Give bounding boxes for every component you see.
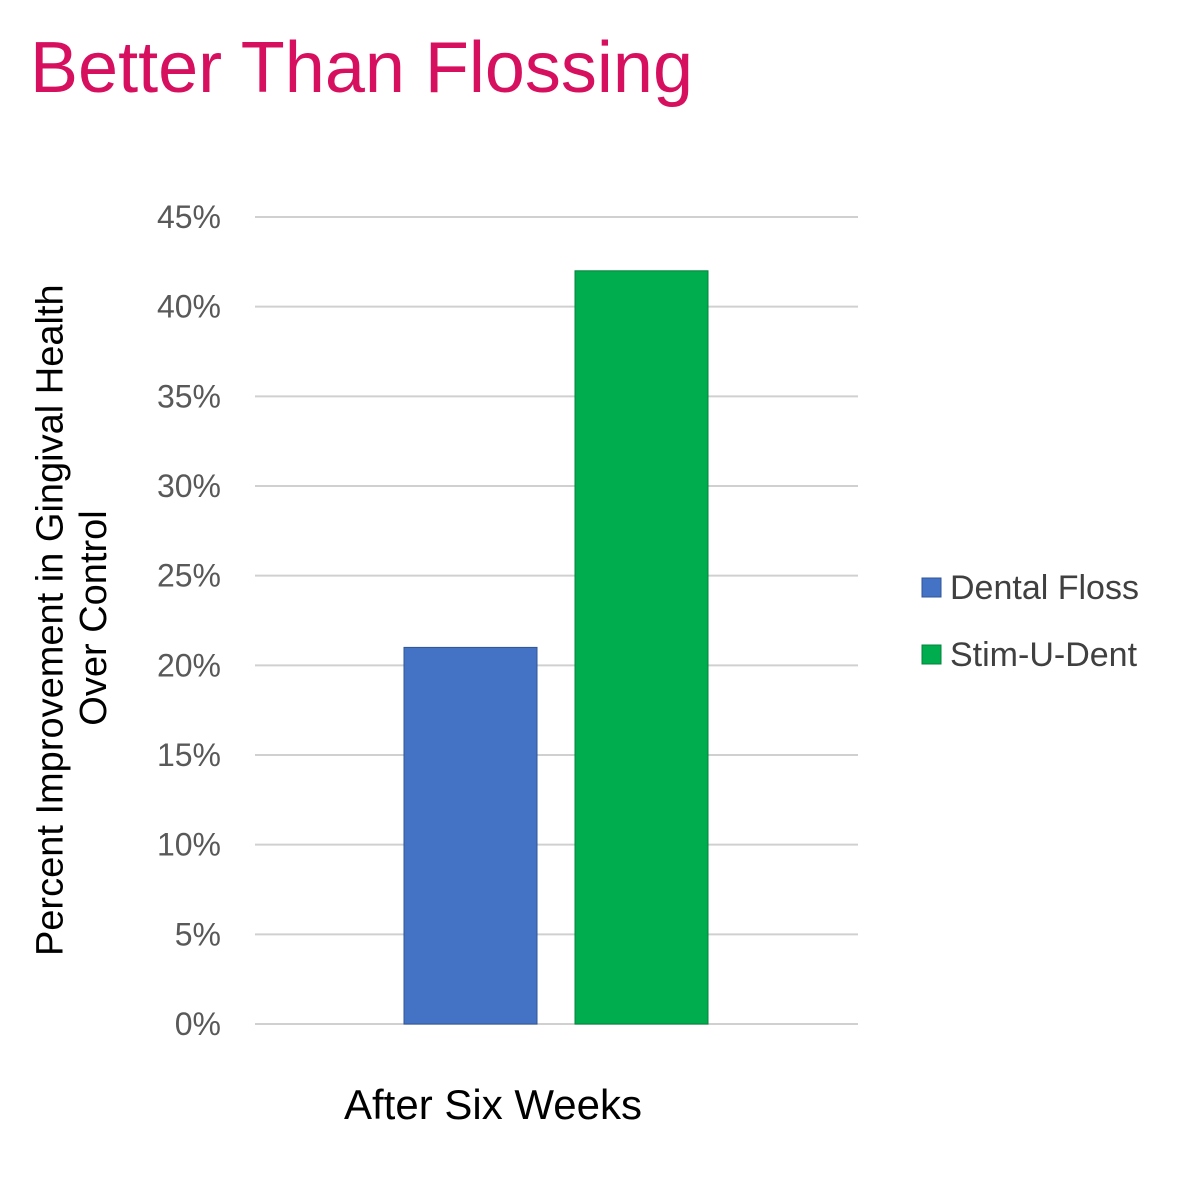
legend: Dental Floss Stim-U-Dent xyxy=(921,569,1139,674)
y-tick-label: 45% xyxy=(157,199,221,235)
x-axis-label: After Six Weeks xyxy=(344,1081,642,1128)
y-axis-label-line-2: Over Control xyxy=(73,510,115,725)
y-axis-label: Percent Improvement in Gingival Health O… xyxy=(29,280,115,956)
y-tick-label: 35% xyxy=(157,378,221,414)
y-tick-label: 10% xyxy=(157,827,221,863)
chart-title: Better Than Flossing xyxy=(30,28,694,108)
y-axis-ticks: 0% 5% 10% 15% 20% 25% 30% 35% 40% 45% xyxy=(157,199,221,1042)
y-tick-label: 0% xyxy=(175,1006,221,1042)
bars xyxy=(403,270,709,1025)
gridlines xyxy=(255,216,858,1025)
legend-label-dental-floss: Dental Floss xyxy=(950,569,1139,607)
legend-swatch-dental-floss xyxy=(921,577,942,598)
y-tick-label: 15% xyxy=(157,737,221,773)
y-tick-label: 25% xyxy=(157,558,221,594)
legend-swatch-stim-u-dent xyxy=(921,644,942,665)
y-tick-label: 20% xyxy=(157,647,221,683)
y-axis-label-line-1: Percent Improvement in Gingival Health xyxy=(29,284,71,956)
legend-label-stim-u-dent: Stim-U-Dent xyxy=(950,636,1138,674)
y-tick-label: 30% xyxy=(157,468,221,504)
bar-stim-u-dent xyxy=(574,270,709,1025)
bar-dental-floss xyxy=(403,646,538,1025)
y-tick-label: 40% xyxy=(157,289,221,325)
y-tick-label: 5% xyxy=(175,916,221,952)
